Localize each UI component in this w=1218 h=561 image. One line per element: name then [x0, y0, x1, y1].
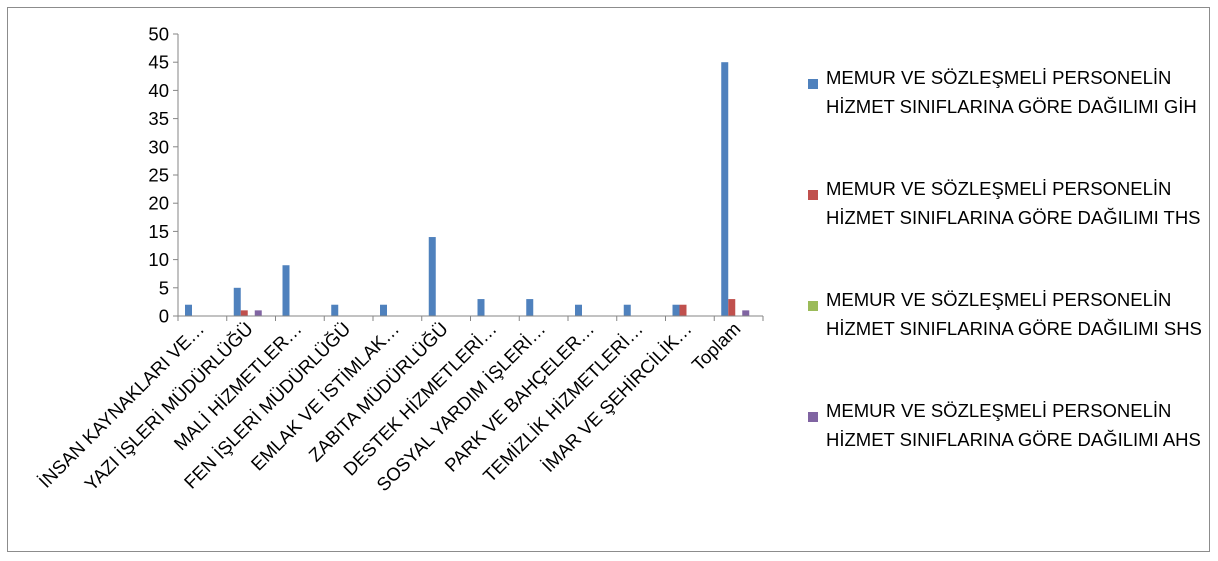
- y-tick-label: 0: [159, 306, 169, 327]
- bar-gih-7: [526, 299, 534, 316]
- bar-gih-5: [428, 237, 436, 316]
- bar-gih-11: [721, 62, 729, 317]
- axes: [173, 33, 764, 321]
- bar-gih-0: [185, 304, 192, 316]
- legend-label-shs: MEMUR VE SÖZLEŞMELİ PERSONELİN HİZMET SI…: [826, 289, 1202, 339]
- legend-item-shs: MEMUR VE SÖZLEŞMELİ PERSONELİN HİZMET SI…: [808, 286, 1208, 397]
- legend-swatch-ahs: [808, 412, 818, 422]
- legend-swatch-gih: [808, 79, 818, 89]
- bar-ahs-11: [742, 310, 750, 316]
- bar-gih-10: [672, 304, 680, 316]
- legend-label-ahs: MEMUR VE SÖZLEŞMELİ PERSONELİN HİZMET SI…: [826, 400, 1201, 450]
- legend-swatch-shs: [808, 301, 818, 311]
- bar-gih-1: [233, 287, 241, 316]
- legend-label-gih: MEMUR VE SÖZLEŞMELİ PERSONELİN HİZMET SI…: [826, 67, 1197, 117]
- legend-item-ahs: MEMUR VE SÖZLEŞMELİ PERSONELİN HİZMET SI…: [808, 397, 1208, 508]
- bar-ahs-1: [254, 310, 262, 316]
- bar-gih-4: [380, 304, 387, 316]
- chart-frame: [7, 7, 1210, 552]
- bar-ths-10: [679, 304, 687, 316]
- bar-ths-1: [240, 310, 248, 316]
- bar-ths-11: [728, 299, 736, 316]
- legend: MEMUR VE SÖZLEŞMELİ PERSONELİN HİZMET SI…: [808, 64, 1208, 508]
- bar-gih-2: [282, 265, 290, 316]
- bars: [185, 62, 750, 317]
- y-tick-label: 45: [148, 52, 169, 73]
- bar-gih-8: [575, 304, 582, 316]
- legend-item-gih: MEMUR VE SÖZLEŞMELİ PERSONELİN HİZMET SI…: [808, 64, 1208, 175]
- y-tick-label: 50: [148, 24, 169, 45]
- y-tick-label: 20: [148, 193, 169, 214]
- y-tick-label: 25: [148, 165, 169, 186]
- y-tick-label: 5: [159, 277, 169, 298]
- y-tick-label: 40: [148, 80, 169, 101]
- legend-swatch-ths: [808, 190, 818, 200]
- y-tick-label: 10: [148, 249, 169, 270]
- y-tick-label: 30: [148, 136, 169, 157]
- y-axis-tick-labels: 0 5 10 15 20 25 30 35 40 45 50: [148, 24, 169, 327]
- bar-gih-9: [623, 304, 631, 316]
- bar-gih-3: [331, 304, 339, 316]
- x-axis-tick-labels: İNSAN KAYNAKLARI VE…YAZI İŞLERİ MÜDÜRLÜĞ…: [34, 318, 744, 495]
- x-tick-label: Toplam: [687, 318, 744, 375]
- legend-item-ths: MEMUR VE SÖZLEŞMELİ PERSONELİN HİZMET SI…: [808, 175, 1208, 286]
- y-tick-label: 35: [148, 108, 169, 129]
- bar-gih-6: [477, 299, 485, 316]
- y-tick-label: 15: [148, 221, 169, 242]
- legend-label-ths: MEMUR VE SÖZLEŞMELİ PERSONELİN HİZMET SI…: [826, 178, 1201, 228]
